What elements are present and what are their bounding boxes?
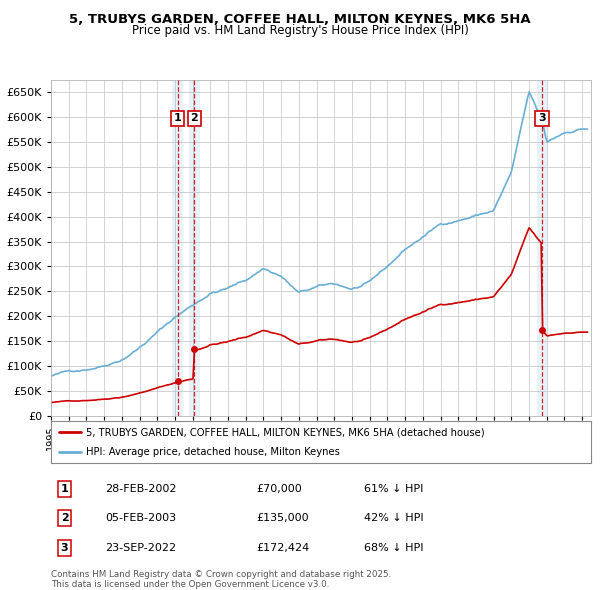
Text: 68% ↓ HPI: 68% ↓ HPI <box>364 543 424 553</box>
Text: £172,424: £172,424 <box>256 543 310 553</box>
Text: £70,000: £70,000 <box>256 484 302 494</box>
Bar <box>172 80 183 416</box>
Text: 1: 1 <box>61 484 68 494</box>
Text: 1: 1 <box>174 113 182 123</box>
Text: 42% ↓ HPI: 42% ↓ HPI <box>364 513 424 523</box>
Text: 2: 2 <box>61 513 68 523</box>
Text: HPI: Average price, detached house, Milton Keynes: HPI: Average price, detached house, Milt… <box>86 447 340 457</box>
Text: £135,000: £135,000 <box>256 513 309 523</box>
Text: 05-FEB-2003: 05-FEB-2003 <box>105 513 176 523</box>
Text: 3: 3 <box>61 543 68 553</box>
Text: 5, TRUBYS GARDEN, COFFEE HALL, MILTON KEYNES, MK6 5HA (detached house): 5, TRUBYS GARDEN, COFFEE HALL, MILTON KE… <box>86 427 485 437</box>
Text: 3: 3 <box>538 113 546 123</box>
Text: 2: 2 <box>191 113 198 123</box>
Text: 5, TRUBYS GARDEN, COFFEE HALL, MILTON KEYNES, MK6 5HA: 5, TRUBYS GARDEN, COFFEE HALL, MILTON KE… <box>69 13 531 26</box>
Text: 23-SEP-2022: 23-SEP-2022 <box>105 543 176 553</box>
Bar <box>189 80 200 416</box>
Text: Contains HM Land Registry data © Crown copyright and database right 2025.
This d: Contains HM Land Registry data © Crown c… <box>51 570 391 589</box>
Text: 61% ↓ HPI: 61% ↓ HPI <box>364 484 424 494</box>
Text: 28-FEB-2002: 28-FEB-2002 <box>105 484 176 494</box>
Bar <box>536 80 547 416</box>
Text: Price paid vs. HM Land Registry's House Price Index (HPI): Price paid vs. HM Land Registry's House … <box>131 24 469 37</box>
